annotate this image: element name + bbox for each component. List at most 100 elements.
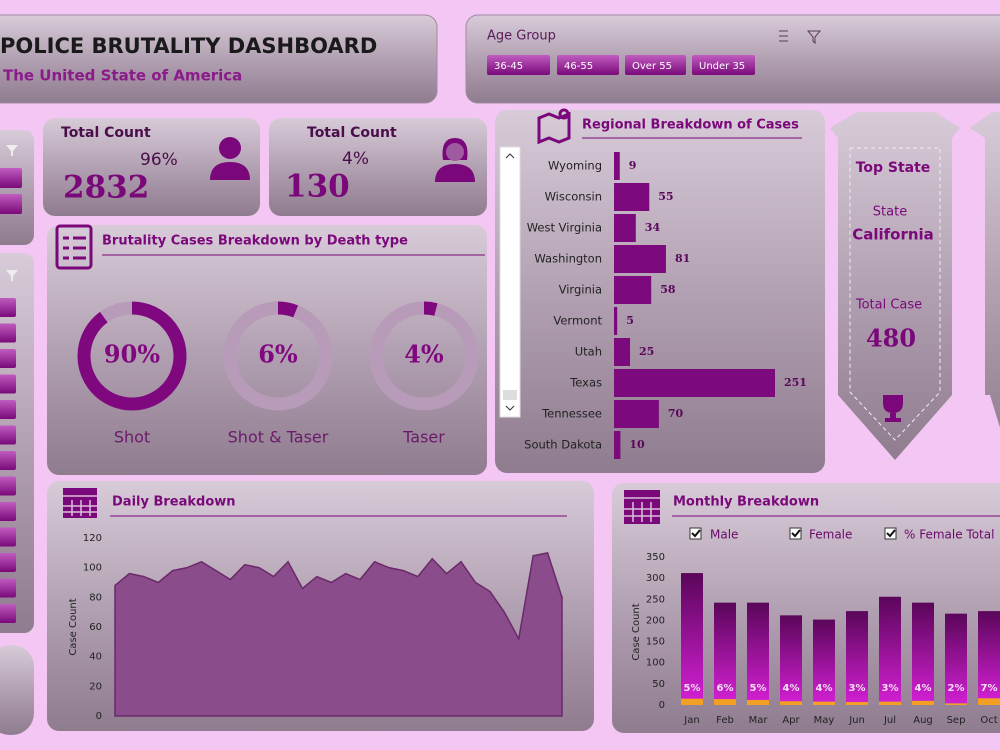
legend-label: Female xyxy=(809,528,852,542)
bar xyxy=(614,214,636,242)
x-tick-label: Feb xyxy=(716,715,734,726)
donut-value-label: 90% xyxy=(104,340,160,369)
female-icon xyxy=(435,138,475,182)
slicer-button[interactable] xyxy=(0,502,16,521)
y-tick-label: 350 xyxy=(646,552,665,563)
monthly-panel xyxy=(612,483,1000,733)
slicer-button[interactable] xyxy=(0,194,22,214)
top-state-title: Top State xyxy=(856,160,931,176)
total-case-value: 480 xyxy=(866,324,916,353)
kpi-count: 2832 xyxy=(63,170,149,206)
checkbox xyxy=(689,527,702,540)
area xyxy=(114,551,563,717)
slicer-button[interactable] xyxy=(0,168,22,188)
bar-male xyxy=(780,615,802,702)
bar xyxy=(614,369,775,397)
category-label: Wyoming xyxy=(548,159,602,173)
x-tick-label: Jan xyxy=(683,715,699,726)
y-tick-label: 50 xyxy=(652,679,665,690)
y-tick-label: 100 xyxy=(646,658,665,669)
category-label: Virginia xyxy=(559,283,602,297)
bar xyxy=(614,431,621,459)
button-face xyxy=(625,55,686,75)
left-slicer-panel xyxy=(0,645,34,735)
percent-label: 5% xyxy=(750,683,767,694)
bar-male xyxy=(879,596,901,702)
bar xyxy=(614,307,618,335)
checkmark xyxy=(886,529,896,538)
percent-label: 5% xyxy=(684,683,701,694)
bar-value-label: 55 xyxy=(658,190,673,203)
slicer-button[interactable] xyxy=(0,527,16,547)
category-label: Utah xyxy=(575,345,602,359)
category-label: West Virginia xyxy=(527,221,602,235)
y-tick-label: 40 xyxy=(89,652,102,663)
y-tick-label: 200 xyxy=(646,615,665,626)
button-face xyxy=(557,55,619,75)
kpi-title: Total Count xyxy=(307,125,397,141)
bar-female xyxy=(978,698,1000,705)
x-tick-label: Sep xyxy=(947,715,966,726)
x-tick-label: Oct xyxy=(980,715,997,726)
bar-female xyxy=(747,699,769,705)
slicer-button[interactable] xyxy=(0,476,16,496)
panel-title: Monthly Breakdown xyxy=(673,495,819,510)
y-tick-label: 120 xyxy=(83,533,102,544)
left-slicer-buttons xyxy=(0,145,22,623)
slicer-button[interactable] xyxy=(0,298,16,317)
x-tick-label: Mar xyxy=(749,715,769,726)
dashboard-subtitle: The United State of America xyxy=(3,67,242,85)
legend-entry[interactable]: % Female Total xyxy=(884,527,994,542)
bar-male xyxy=(714,602,736,700)
bar xyxy=(614,338,631,366)
slicer-button[interactable] xyxy=(0,553,16,572)
y-tick-label: 100 xyxy=(83,563,102,574)
slicer-button[interactable] xyxy=(0,604,16,623)
legend-label: % Female Total xyxy=(904,528,994,542)
percent-label: 3% xyxy=(882,683,899,694)
slicer-button[interactable] xyxy=(0,451,16,470)
percent-label: 2% xyxy=(948,683,965,694)
y-tick-label: 20 xyxy=(89,681,102,692)
scrollbar[interactable] xyxy=(499,146,521,418)
age-button[interactable]: Over 55 xyxy=(625,55,686,75)
trophy-icon xyxy=(883,395,903,422)
slicer-button[interactable] xyxy=(0,323,16,343)
state-label: State xyxy=(873,205,907,220)
bar-female xyxy=(912,700,934,705)
kpi-percent: 96% xyxy=(140,150,178,170)
state-name: California xyxy=(852,226,934,244)
legend-entry[interactable]: Male xyxy=(689,527,738,542)
slicer-button[interactable] xyxy=(0,349,16,368)
bar-value-label: 70 xyxy=(668,407,684,420)
scroll-arrows xyxy=(505,153,515,411)
y-tick-label: 0 xyxy=(659,700,665,711)
bar xyxy=(614,183,650,211)
legend-entry[interactable]: Female xyxy=(789,527,852,542)
category-label: South Dakota xyxy=(524,438,602,452)
age-button[interactable]: Under 35 xyxy=(692,55,755,75)
age-button[interactable]: 36-45 xyxy=(487,55,550,75)
bar-value-label: 10 xyxy=(629,438,645,451)
calendar-icon xyxy=(624,490,660,524)
category-label: Vermont xyxy=(553,314,602,328)
button-label: Over 55 xyxy=(632,61,672,72)
y-tick-label: 150 xyxy=(646,637,665,648)
clipboard-icon xyxy=(55,224,93,270)
bar-female xyxy=(714,699,736,705)
legend-label: Male xyxy=(710,528,738,542)
slicer-button[interactable] xyxy=(0,578,16,598)
age-button[interactable]: 46-55 xyxy=(557,55,619,75)
bar xyxy=(614,245,666,273)
bar-value-label: 251 xyxy=(784,376,807,389)
y-tick-label: 0 xyxy=(96,711,102,722)
y-axis-label: Case Count xyxy=(631,603,642,660)
slicer-button[interactable] xyxy=(0,400,16,419)
kpi-panel xyxy=(43,118,260,216)
donut-value-label: 6% xyxy=(258,340,298,369)
slicer-button[interactable] xyxy=(0,425,16,445)
percent-label: 7% xyxy=(981,683,998,694)
slicer-button[interactable] xyxy=(0,374,16,394)
top-state-panel xyxy=(830,112,960,460)
